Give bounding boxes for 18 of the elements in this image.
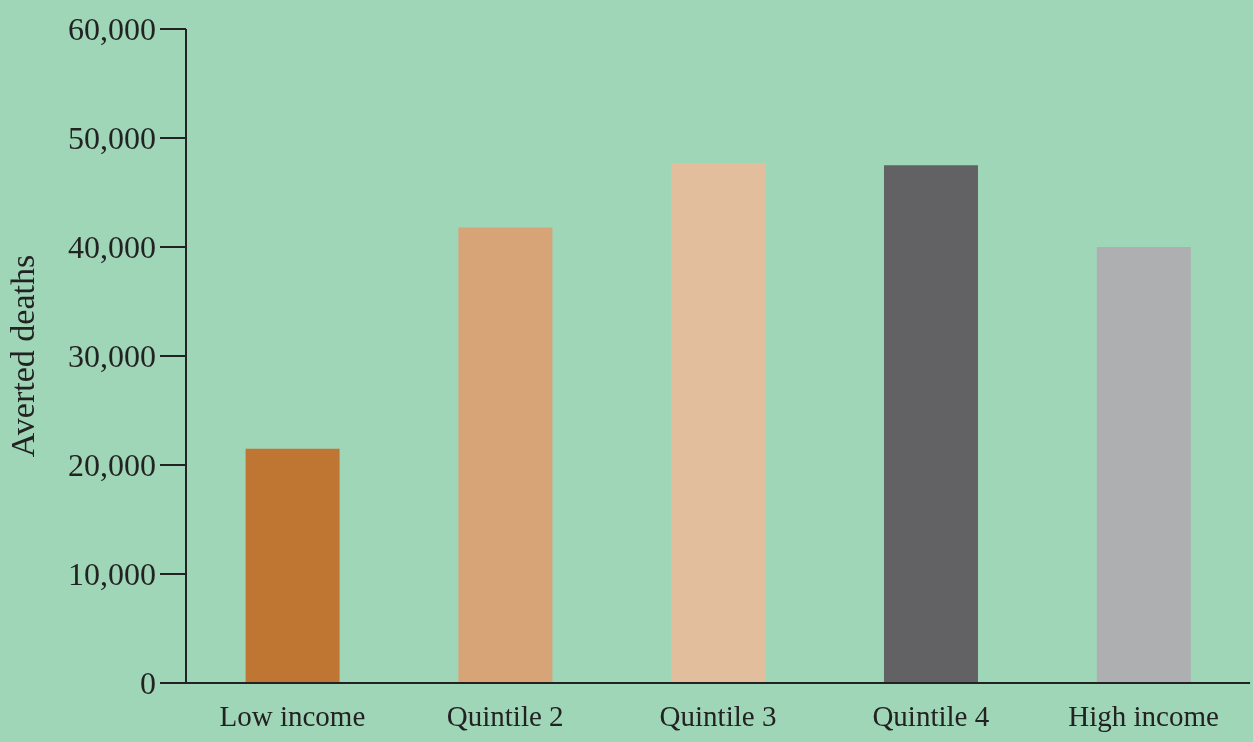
y-tick-label: 50,000 [68,120,156,157]
y-tick-label: 20,000 [68,447,156,484]
bar [245,448,340,683]
x-tick-label: Low income [219,699,366,732]
y-tick-label: 10,000 [68,556,156,593]
y-tick-label: 40,000 [68,229,156,266]
bar [883,165,978,683]
bar [671,163,766,683]
y-tick-label: 0 [140,665,156,702]
bar [1096,247,1191,683]
x-tick-label: Quintile 4 [872,699,990,732]
x-tick-label: High income [1068,699,1219,732]
x-tick-label: Quintile 2 [446,699,564,732]
y-tick-label: 30,000 [68,338,156,375]
y-tick-label: 60,000 [68,11,156,48]
y-axis-title: Averted deaths [4,254,42,458]
bar [458,227,553,683]
x-tick-label: Quintile 3 [659,699,777,732]
